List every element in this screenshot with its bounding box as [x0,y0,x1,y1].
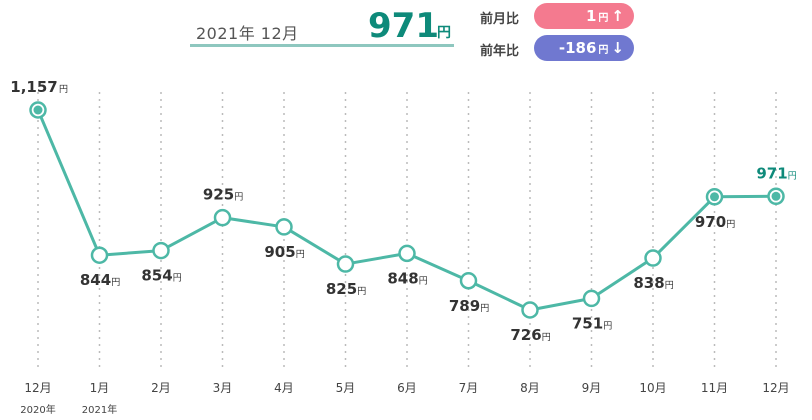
yoy-value: -186 [558,39,597,57]
data-label-unit: 円 [480,303,489,314]
data-label: 726 [510,326,541,344]
x-tick-label: 12月 [24,381,51,395]
data-point [336,255,355,273]
yoy-badge: -186 円 ↓ [534,35,634,61]
x-tick-label: 2月 [151,381,171,395]
data-point [582,289,601,308]
data-label-unit: 円 [603,320,612,331]
data-label: 751 [572,314,603,332]
mom-value: 1 [585,7,597,25]
data-point-core [33,105,43,115]
data-label: 905 [264,243,295,261]
current-value: 971 [368,6,439,46]
x-tick-label: 4月 [274,381,294,395]
data-point-core [710,192,719,202]
data-label: 838 [633,274,664,292]
x-tick-label: 8月 [520,381,540,395]
period-label: 2021年 12月 [196,24,299,43]
x-tick-label: 12月 [762,381,789,395]
mom-unit: 円 [598,12,609,24]
data-label-unit: 円 [726,219,735,230]
arrow-down-icon: ↓ [611,39,624,57]
data-label-unit: 円 [357,286,366,297]
header-underline [190,44,454,47]
x-year-label: 2021年 [82,403,117,416]
yoy-unit: 円 [598,44,609,56]
current-unit: 円 [437,25,451,41]
x-tick-label: 11月 [701,381,728,395]
data-point [213,208,232,227]
data-label: 844 [80,271,111,289]
data-label-unit: 円 [296,249,305,260]
mom-label: 前月比 [480,12,520,27]
data-label-unit: 円 [419,275,428,286]
arrow-up-icon: ↑ [611,7,624,25]
data-label: 971 [756,164,787,182]
data-label-unit: 円 [173,273,182,284]
x-tick-label: 3月 [213,381,233,395]
data-point [152,241,170,260]
mom-badge: 1 円 ↑ [534,3,634,29]
data-point [644,249,662,267]
data-label-unit: 円 [59,84,68,95]
data-label: 854 [141,267,172,285]
data-point [521,301,539,319]
data-label: 789 [449,297,480,315]
data-label-unit: 円 [111,277,120,288]
x-tick-label: 1月 [90,381,110,395]
data-label: 1,157 [10,78,57,96]
x-tick-label: 7月 [459,381,479,395]
x-tick-label: 10月 [639,381,666,395]
data-label-unit: 円 [234,192,243,203]
yoy-label: 前年比 [480,44,520,59]
data-point [398,244,416,263]
data-point [459,272,478,290]
data-label: 825 [326,280,357,298]
data-label-unit: 円 [788,170,797,181]
x-tick-label: 5月 [336,381,356,395]
x-year-label: 2020年 [20,403,55,416]
x-tick-label: 9月 [582,381,602,395]
data-label-unit: 円 [542,332,551,343]
data-label: 925 [203,186,234,204]
data-label-unit: 円 [665,280,674,291]
data-label: 848 [387,269,418,287]
data-point-core [771,191,781,201]
data-point [90,246,109,264]
data-point [275,218,293,236]
x-tick-label: 6月 [397,381,417,395]
data-label: 970 [695,213,726,231]
